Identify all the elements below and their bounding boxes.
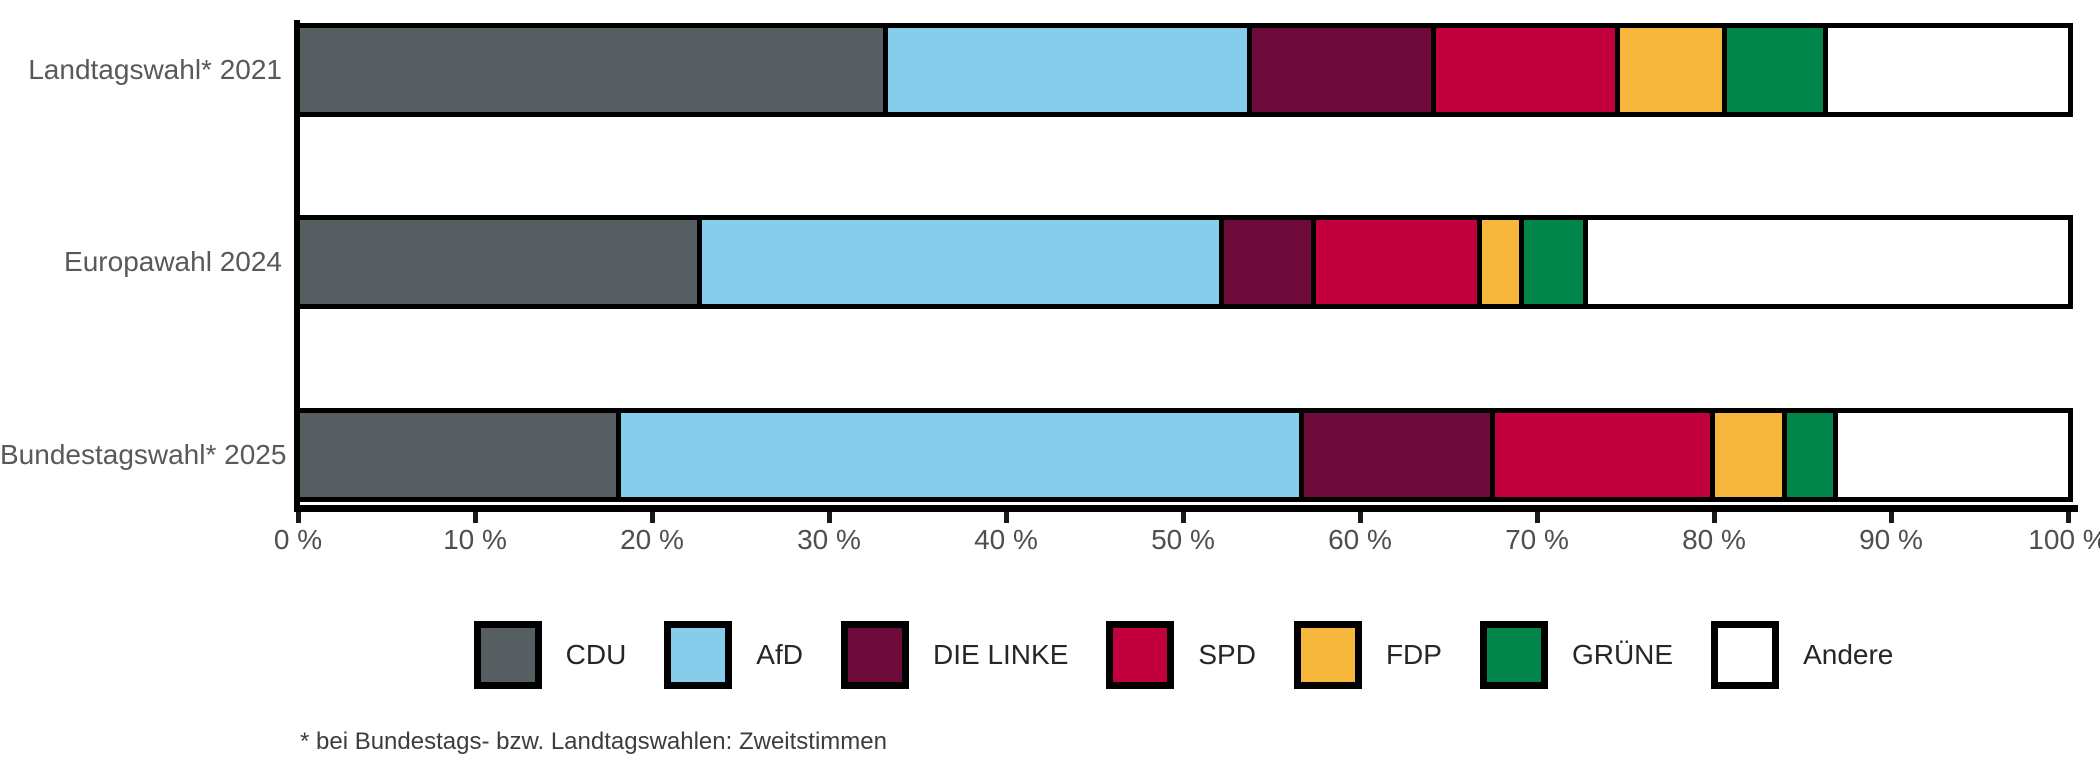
- bar-segment-cdu-bundestagswahl-2025: [299, 413, 616, 497]
- x-tick-5: [1181, 512, 1186, 523]
- legend-swatch-afd: [664, 621, 733, 689]
- x-tick-1: [473, 512, 478, 523]
- row-label-europawahl-2024: Europawahl 2024: [64, 246, 282, 277]
- legend-swatch-andere: [1711, 621, 1780, 689]
- bar-segment-andere-bundestagswahl-2025: [1838, 413, 2068, 497]
- legend-item-afd: AfD: [664, 621, 803, 689]
- legend-swatch-cdu: [473, 621, 542, 689]
- bar-segment-die-linke-landtagswahl-2021: [1251, 28, 1431, 112]
- x-tick-0: [296, 512, 301, 523]
- bar-segment-gr-ne-landtagswahl-2021: [1727, 28, 1823, 112]
- legend-swatch-die-linke: [840, 621, 909, 689]
- x-tick-label-8: 80 %: [1682, 524, 1746, 555]
- bar-segment-spd-europawahl-2024: [1315, 220, 1478, 304]
- bar-segment-afd-europawahl-2024: [702, 220, 1219, 304]
- bar-segment-cdu-landtagswahl-2021: [299, 28, 884, 112]
- bar-segment-cdu-europawahl-2024: [299, 220, 698, 304]
- row-label-bundestagswahl-2025: Bundestagswahl* 2025: [0, 439, 287, 470]
- legend-swatch-spd: [1106, 621, 1175, 689]
- bar-segment-andere-landtagswahl-2021: [1827, 28, 2068, 112]
- y-axis-line: [294, 20, 300, 512]
- bar-row-bundestagswahl-2025: [294, 408, 2073, 502]
- x-tick-2: [650, 512, 655, 523]
- x-tick-label-5: 50 %: [1151, 524, 1215, 555]
- legend-item-fdp: FDP: [1293, 621, 1442, 689]
- x-tick-label-0: 0 %: [273, 524, 323, 555]
- legend-item-andere: Andere: [1711, 621, 1893, 689]
- legend-label-cdu: CDU: [565, 639, 627, 670]
- x-tick-3: [827, 512, 832, 523]
- x-tick-label-9: 90 %: [1859, 524, 1923, 555]
- bar-segment-andere-europawahl-2024: [1588, 220, 2069, 304]
- x-tick-4: [1004, 512, 1009, 523]
- x-tick-label-1: 10 %: [443, 524, 507, 555]
- legend-label-gr-ne: GRÜNE: [1571, 639, 1674, 670]
- legend: CDU AfD DIE LINKE SPD FDP GRÜNE Andere: [294, 620, 2073, 690]
- x-axis-line: [294, 505, 2078, 512]
- bar-segment-afd-bundestagswahl-2025: [620, 413, 1299, 497]
- bar-segment-fdp-europawahl-2024: [1482, 220, 1519, 304]
- x-tick-label-4: 40 %: [974, 524, 1038, 555]
- legend-label-die-linke: DIE LINKE: [932, 639, 1069, 670]
- legend-item-spd: SPD: [1106, 621, 1256, 689]
- legend-label-andere: Andere: [1803, 639, 1894, 670]
- x-tick-8: [1712, 512, 1717, 523]
- x-tick-label-6: 60 %: [1328, 524, 1392, 555]
- legend-swatch-fdp: [1293, 621, 1362, 689]
- legend-label-fdp: FDP: [1385, 639, 1442, 670]
- bar-segment-spd-landtagswahl-2021: [1435, 28, 1615, 112]
- x-tick-label-7: 70 %: [1505, 524, 1569, 555]
- x-tick-label-3: 30 %: [797, 524, 861, 555]
- x-tick-9: [1889, 512, 1894, 523]
- bar-segment-fdp-landtagswahl-2021: [1619, 28, 1723, 112]
- bar-segment-fdp-bundestagswahl-2025: [1715, 413, 1782, 497]
- row-label-landtagswahl-2021: Landtagswahl* 2021: [28, 54, 282, 85]
- bar-segment-gr-ne-bundestagswahl-2025: [1786, 413, 1834, 497]
- bar-row-landtagswahl-2021: [294, 23, 2073, 117]
- legend-item-gr-ne: GRÜNE: [1479, 621, 1674, 689]
- legend-label-spd: SPD: [1198, 639, 1256, 670]
- x-tick-label-2: 20 %: [620, 524, 684, 555]
- x-tick-label-10: 100 %: [2028, 524, 2100, 555]
- legend-item-cdu: CDU: [473, 621, 627, 689]
- bar-segment-die-linke-bundestagswahl-2025: [1303, 413, 1490, 497]
- legend-label-afd: AfD: [756, 639, 803, 670]
- bar-segment-afd-landtagswahl-2021: [888, 28, 1247, 112]
- footnote: * bei Bundestags- bzw. Landtagswahlen: Z…: [300, 728, 887, 755]
- legend-item-die-linke: DIE LINKE: [840, 621, 1069, 689]
- bar-segment-die-linke-europawahl-2024: [1223, 220, 1311, 304]
- legend-swatch-gr-ne: [1479, 621, 1548, 689]
- bar-segment-spd-bundestagswahl-2025: [1494, 413, 1711, 497]
- bar-row-europawahl-2024: [294, 215, 2073, 309]
- x-tick-10: [2066, 512, 2071, 523]
- bar-segment-gr-ne-europawahl-2024: [1523, 220, 1584, 304]
- x-tick-7: [1535, 512, 1540, 523]
- x-tick-6: [1358, 512, 1363, 523]
